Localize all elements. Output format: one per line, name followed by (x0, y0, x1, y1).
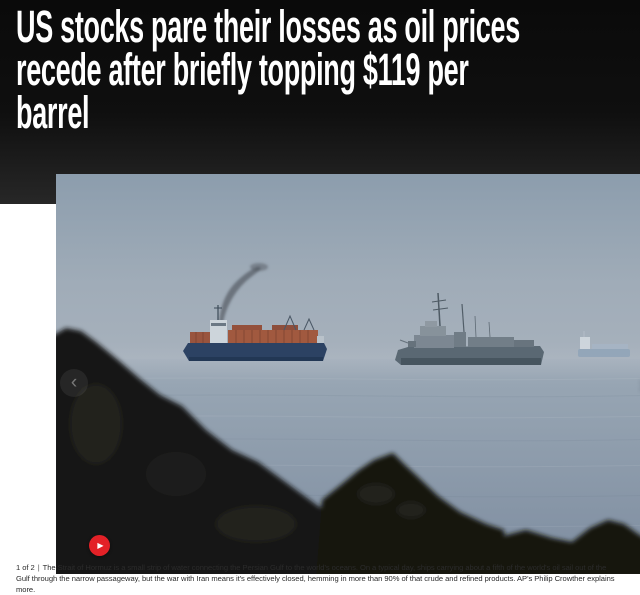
article-headline: US stocks pare their losses as oil price… (0, 0, 640, 138)
video-play-button[interactable]: ▶ (89, 535, 110, 556)
container-ship (183, 263, 327, 361)
play-icon: ▶ (97, 541, 104, 550)
photo-caption: 1 of 2 | The Strait of Hormuz is a small s… (16, 562, 622, 595)
sea-scene (56, 174, 640, 574)
headline-line-1: US stocks pare their losses as oil price… (16, 1, 520, 52)
caption-separator: | (37, 563, 40, 572)
smoke-plume (219, 263, 268, 325)
sky (56, 174, 640, 374)
foreground-rocks (56, 328, 640, 574)
warship (395, 292, 544, 365)
headline-line-3: barrel (16, 87, 90, 138)
distant-ship (578, 331, 630, 357)
caption-counter: 1 of 2 (16, 563, 35, 572)
hero-photo[interactable]: ‹ › ▶ (56, 174, 640, 574)
lead-band: US stocks pare their losses as oil price… (0, 0, 640, 204)
headline-line-2: recede after briefly topping $119 per (16, 44, 469, 95)
chevron-left-icon: ‹ (70, 372, 78, 393)
horizon-haze (56, 342, 640, 378)
gallery-next-button[interactable]: › (628, 370, 640, 400)
gallery-prev-button[interactable]: ‹ (60, 369, 88, 397)
caption-text: The Strait of Hormuz is a small strip of… (16, 563, 615, 594)
